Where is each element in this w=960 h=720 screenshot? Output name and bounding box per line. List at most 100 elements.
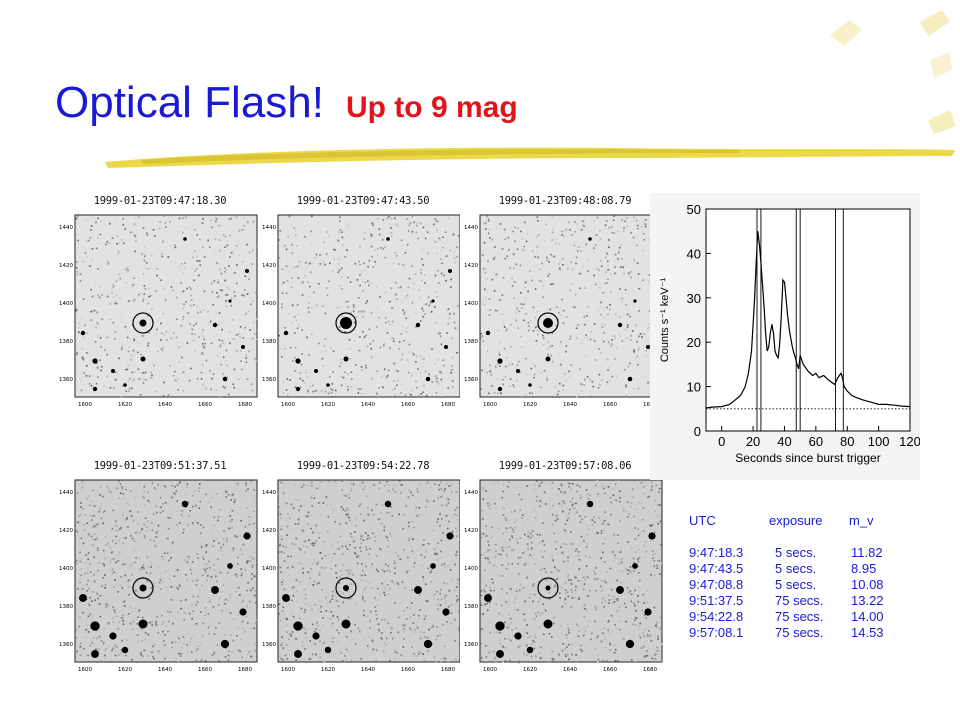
table-row: 9:47:08.8 5 secs. 10.08 [689, 577, 896, 593]
frame-timestamp: 1999-01-23T09:47:43.50 [296, 195, 430, 207]
x-tick-label: 1620 [118, 667, 132, 673]
y-tick-label: 1420 [59, 263, 73, 269]
field-star [220, 639, 230, 649]
field-star [444, 345, 448, 349]
target-circle [132, 312, 154, 334]
x-tick-label: 1680 [441, 402, 455, 408]
field-star [586, 500, 594, 508]
header-mv: m_v [849, 513, 874, 528]
image-frame: 1999-01-23T09:57:08.06 1440 1420 1400 1380 13… [460, 460, 670, 675]
field-star [341, 619, 351, 629]
field-star [448, 269, 452, 273]
x-tick-label: 80 [840, 434, 854, 449]
row-exposure: 75 secs. [775, 609, 824, 624]
y-tick-label: 1440 [464, 225, 478, 231]
x-axis-label: Seconds since burst trigger [735, 451, 880, 465]
field-star [446, 532, 454, 540]
y-axis-label: Counts s⁻¹ keV⁻¹ [659, 277, 671, 362]
x-tick-label: 1620 [523, 402, 537, 408]
field-star [485, 330, 491, 336]
title-underline-brush [105, 147, 955, 168]
row-exposure: 75 secs. [775, 625, 824, 640]
field-star [384, 500, 392, 508]
field-star [526, 646, 534, 654]
field-star [228, 299, 232, 303]
x-tick-label: 1640 [563, 667, 577, 673]
field-star [430, 563, 436, 569]
x-tick-label: 60 [809, 434, 823, 449]
field-star [121, 646, 129, 654]
table-row: 9:47:43.5 5 secs. 8.95 [689, 561, 896, 577]
y-tick-label: 1440 [59, 225, 73, 231]
field-star [497, 386, 503, 392]
field-star [633, 299, 637, 303]
corner-decoration [830, 10, 956, 134]
row-mv: 13.22 [851, 593, 884, 608]
x-tick-label: 1640 [563, 402, 577, 408]
x-tick-label: 1620 [321, 667, 335, 673]
table-header: UTC exposure m_v [689, 513, 896, 529]
transient-star [343, 585, 349, 591]
table-row: 9:54:22.8 75 secs. 14.00 [689, 609, 896, 625]
light-curve-line [705, 231, 911, 409]
header-utc: UTC [689, 513, 716, 528]
plot-area [705, 208, 911, 432]
row-mv: 8.95 [851, 561, 877, 576]
y-tick-label: 1360 [262, 642, 276, 648]
field-star [632, 563, 638, 569]
field-star [222, 376, 228, 382]
y-tick-label: 1380 [262, 604, 276, 610]
field-star [181, 500, 189, 508]
field-star [442, 608, 450, 616]
field-star [312, 632, 320, 640]
y-tick-label: 1380 [59, 339, 73, 345]
x-tick-label: 1660 [401, 667, 415, 673]
y-tick-label: 1440 [262, 225, 276, 231]
row-mv: 10.08 [851, 577, 884, 592]
field-star [245, 269, 249, 273]
field-star [227, 563, 233, 569]
field-star [294, 650, 302, 658]
field-star [588, 237, 592, 241]
transient-star [543, 318, 553, 328]
y-tick-label: 1360 [262, 377, 276, 383]
y-tick-label: 1400 [464, 301, 478, 307]
field-star [414, 586, 422, 594]
x-tick-label: 1660 [198, 402, 212, 408]
field-star [314, 369, 318, 373]
field-star [625, 639, 635, 649]
field-star [644, 608, 652, 616]
field-star [386, 237, 390, 241]
field-star [326, 383, 330, 387]
y-tick-label: 1420 [464, 263, 478, 269]
field-star [295, 358, 301, 364]
y-tick-label: 1420 [262, 263, 276, 269]
header-exposure: exposure [769, 513, 823, 528]
x-tick-label: 1600 [78, 667, 92, 673]
row-utc: 9:47:18.3 [689, 545, 744, 560]
y-tick-label: 1400 [262, 301, 276, 307]
image-frame: 1999-01-23T09:47:43.50 1440 1420 1400 1380 13… [258, 195, 468, 410]
y-tick-label: 1400 [464, 566, 478, 572]
field-star [140, 356, 146, 362]
transient-star [139, 584, 147, 592]
x-tick-label: 1600 [281, 667, 295, 673]
target-circle [335, 312, 357, 334]
row-exposure: 5 secs. [775, 577, 817, 592]
field-star [80, 330, 86, 336]
magnitude-table: UTC exposure m_v 9:47:18.3 5 secs. 11.82 9:47… [689, 513, 896, 641]
row-utc: 9:47:43.5 [689, 561, 744, 576]
y-tick-label: 50 [687, 202, 701, 217]
field-star [528, 383, 532, 387]
y-tick-label: 40 [687, 246, 701, 261]
y-tick-label: 20 [687, 335, 701, 350]
y-tick-label: 0 [694, 424, 701, 439]
y-tick-label: 1360 [464, 377, 478, 383]
field-star [495, 621, 505, 631]
field-star [616, 586, 624, 594]
x-tick-label: 40 [777, 434, 791, 449]
row-mv: 14.00 [851, 609, 884, 624]
